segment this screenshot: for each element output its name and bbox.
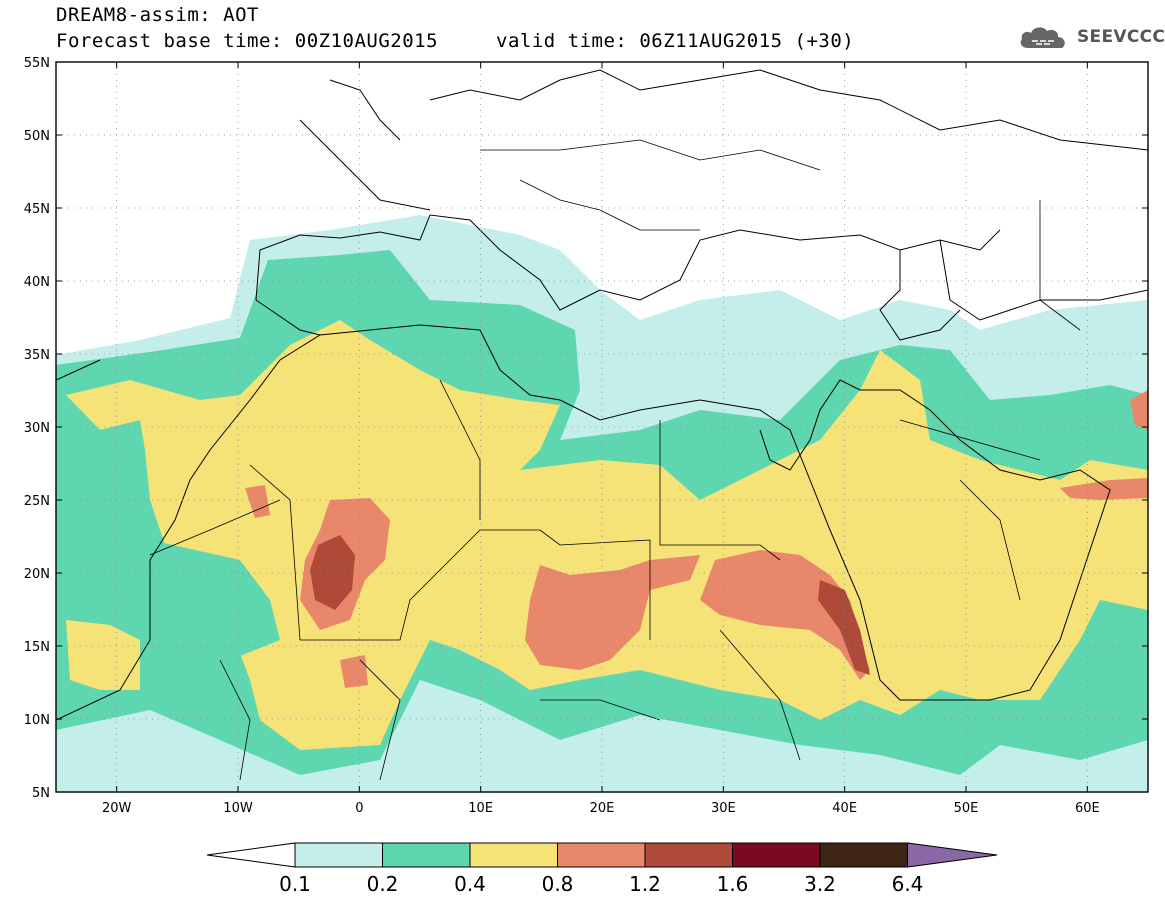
lat-label: 15N: [24, 640, 50, 655]
aot-band-0.8-iran: [1130, 390, 1148, 430]
aot-patch-green-sahel: [150, 540, 280, 660]
lat-label: 55N: [24, 56, 50, 71]
colorbar-segment: [382, 842, 471, 868]
political-borders: [149, 139, 1081, 781]
aot-band-0.8-sudan: [700, 550, 870, 680]
lat-label: 10N: [24, 713, 50, 728]
lat-label: 20N: [24, 567, 50, 582]
colorbar-segment: [557, 842, 646, 868]
colorbar-label: 0.1: [279, 872, 311, 896]
colorbar-segment: [819, 842, 908, 868]
colorbar-segment: [644, 842, 733, 868]
aot-band-0.4: [66, 320, 1148, 750]
colorbar-label: 0.8: [542, 872, 574, 896]
aot-patch-yellow-west: [66, 620, 140, 690]
colorbar-label: 0.2: [367, 872, 399, 896]
base-time: Forecast base time: 00Z10AUG2015: [56, 30, 439, 52]
lat-label: 50N: [24, 129, 50, 144]
aot-band-0.8-mali: [340, 655, 368, 688]
lat-label: 30N: [24, 421, 50, 436]
colorbar-label: 1.6: [717, 872, 749, 896]
valid-time: valid time: 06Z11AUG2015 (+30): [496, 30, 855, 52]
lon-label: 20E: [590, 801, 615, 816]
lon-label: 40E: [832, 801, 857, 816]
colorbar-high-arrow: [907, 842, 998, 868]
aot-band-1.2: [310, 535, 355, 610]
lat-label: 35N: [24, 348, 50, 363]
map-axes: 20W 10W 0 10E 20E 30E 40E 50E 60E 5N 10N 15N 20N 25N 3…: [24, 56, 1148, 816]
coastlines: [56, 69, 1148, 721]
colorbar-label: 0.4: [454, 872, 486, 896]
aot-band-0.8-morocco: [245, 485, 270, 518]
colorbar-segment: [732, 842, 821, 868]
colorbar-segment: [469, 842, 558, 868]
lon-label: 10W: [223, 801, 253, 816]
colorbar-label: 3.2: [804, 872, 836, 896]
aot-band-1.2-sudan: [818, 580, 870, 675]
aot-band-0.8-arabia: [1060, 478, 1148, 500]
colorbar: 0.1 0.2 0.4 0.8 1.2 1.6 3.2 6.4: [206, 842, 998, 896]
lat-label: 5N: [32, 786, 50, 801]
aot-band-0.8-chad: [525, 555, 700, 670]
seevccc-logo: SEEVCCC: [1018, 24, 1165, 50]
colorbar-segment: [294, 842, 383, 868]
colorbar-label: 6.4: [892, 872, 924, 896]
lon-label: 0: [355, 801, 363, 816]
cloud-icon: [1020, 27, 1065, 48]
lon-label: 50E: [954, 801, 979, 816]
colorbar-low-arrow: [206, 842, 296, 868]
lat-label: 40N: [24, 275, 50, 290]
logo-text: SEEVCCC: [1077, 27, 1165, 47]
graticule: [56, 62, 1148, 792]
lon-label: 60E: [1075, 801, 1100, 816]
lon-label: 20W: [102, 801, 132, 816]
colorbar-label: 1.2: [629, 872, 661, 896]
lon-label: 30E: [711, 801, 736, 816]
chart-title: DREAM8-assim: AOT: [56, 4, 259, 26]
lat-label: 25N: [24, 494, 50, 509]
lat-label: 45N: [24, 202, 50, 217]
forecast-times: Forecast base time: 00Z10AUG2015 valid ti…: [56, 30, 854, 52]
lon-label: 10E: [468, 801, 493, 816]
